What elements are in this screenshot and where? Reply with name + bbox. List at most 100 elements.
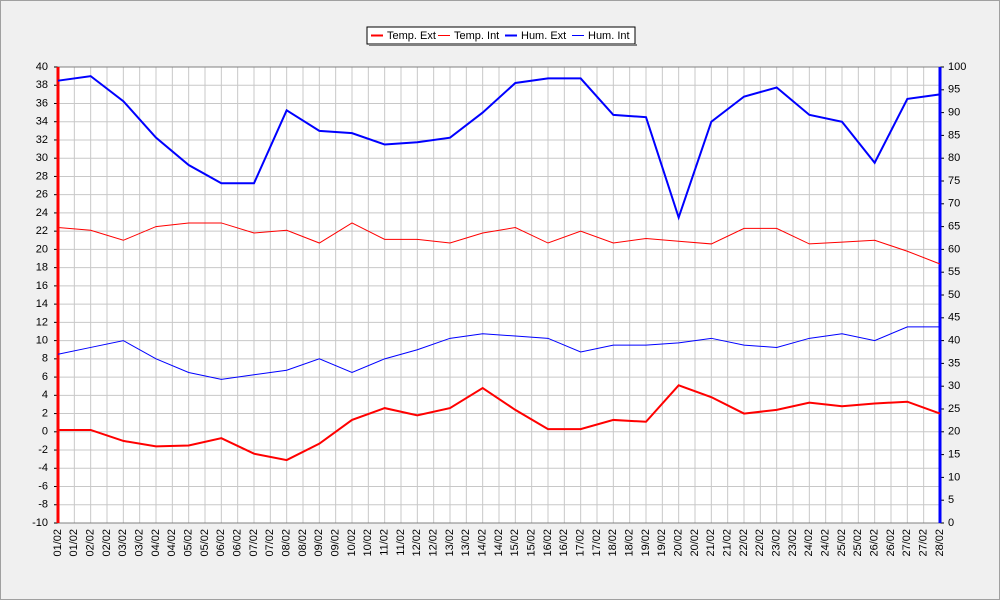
y2-tick-label: 60 [948, 243, 960, 255]
x-tick-label: 12/02 [411, 529, 423, 557]
x-tick-label: 16/02 [542, 529, 554, 557]
y2-tick-label: 95 [948, 84, 960, 96]
x-tick-label: 21/02 [722, 529, 734, 557]
y2-tick-label: 25 [948, 403, 960, 415]
x-tick-label: 23/02 [787, 529, 799, 557]
x-tick-label: 11/02 [379, 529, 391, 556]
y2-tick-label: 65 [948, 221, 960, 233]
y-tick-label: -4 [38, 462, 48, 474]
y2-tick-label: 55 [948, 266, 960, 278]
x-tick-label: 26/02 [885, 529, 897, 557]
x-tick-label: 01/02 [68, 529, 80, 557]
x-tick-label: 01/02 [52, 529, 64, 557]
y-tick-label: 32 [36, 134, 48, 146]
x-tick-label: 20/02 [689, 529, 701, 557]
x-tick-label: 26/02 [869, 529, 881, 557]
x-tick-label: 08/02 [281, 529, 293, 557]
y2-tick-label: 50 [948, 289, 960, 301]
x-tick-label: 21/02 [705, 529, 717, 557]
y-tick-label: -8 [38, 499, 48, 511]
x-tick-label: 12/02 [428, 529, 440, 557]
legend-label: Hum. Ext [521, 30, 566, 42]
x-tick-label: 13/02 [444, 529, 456, 557]
y2-tick-label: 100 [948, 61, 966, 73]
y-tick-label: 0 [42, 426, 48, 438]
x-tick-label: 22/02 [738, 529, 750, 557]
y-tick-label: 30 [36, 152, 48, 164]
y2-tick-label: 20 [948, 426, 960, 438]
x-tick-label: 24/02 [803, 529, 815, 557]
x-tick-label: 09/02 [313, 529, 325, 557]
y-tick-label: 2 [42, 407, 48, 419]
x-tick-label: 16/02 [558, 529, 570, 557]
y-tick-label: 12 [36, 316, 48, 328]
x-tick-label: 20/02 [673, 529, 685, 557]
x-tick-label: 04/02 [150, 529, 162, 557]
y-tick-label: 16 [36, 280, 48, 292]
x-tick-label: 22/02 [754, 529, 766, 557]
y2-tick-label: 80 [948, 152, 960, 164]
y2-tick-label: 5 [948, 494, 954, 506]
x-tick-label: 03/02 [134, 529, 146, 557]
x-tick-label: 06/02 [232, 529, 244, 557]
x-tick-label: 25/02 [852, 529, 864, 557]
y-tick-label: 36 [36, 97, 48, 109]
y-tick-label: 18 [36, 262, 48, 274]
x-tick-label: 19/02 [656, 529, 668, 557]
x-tick-label: 09/02 [330, 529, 342, 557]
x-tick-label: 07/02 [248, 529, 260, 557]
x-tick-label: 15/02 [526, 529, 538, 557]
y-tick-label: -2 [38, 444, 48, 456]
y2-tick-label: 15 [948, 449, 960, 461]
x-tick-label: 24/02 [820, 529, 832, 557]
series-line [57, 222, 941, 265]
y2-tick-label: 70 [948, 198, 960, 210]
x-tick-label: 14/02 [493, 529, 505, 557]
y-tick-label: 4 [42, 389, 48, 401]
x-tick-label: 23/02 [771, 529, 783, 557]
x-tick-label: 02/02 [101, 529, 113, 557]
x-tick-label: 02/02 [85, 529, 97, 557]
y-tick-label: 22 [36, 225, 48, 237]
y-tick-label: -6 [38, 480, 48, 492]
y2-tick-label: 35 [948, 357, 960, 369]
legend: Temp. Ext Temp. Int Hum. Ext Hum. Int [366, 26, 637, 46]
x-tick-label: 13/02 [460, 529, 472, 557]
x-tick-label: 07/02 [264, 529, 276, 557]
x-tick-label: 03/02 [117, 529, 129, 557]
y-tick-label: 14 [36, 298, 48, 310]
x-tick-label: 05/02 [199, 529, 211, 557]
x-tick-label: 28/02 [934, 529, 946, 557]
y2-tick-label: 45 [948, 312, 960, 324]
x-tick-label: 11/02 [395, 529, 407, 556]
x-tick-label: 17/02 [591, 529, 603, 557]
x-tick-label: 17/02 [575, 529, 587, 557]
y-tick-label: 28 [36, 170, 48, 182]
y2-tick-label: 75 [948, 175, 960, 187]
y2-tick-label: 10 [948, 471, 960, 483]
x-tick-label: 04/02 [166, 529, 178, 557]
x-tick-label: 27/02 [901, 529, 913, 557]
x-tick-label: 25/02 [836, 529, 848, 557]
y2-tick-label: 40 [948, 335, 960, 347]
series-line [58, 384, 941, 462]
x-tick-label: 15/02 [509, 529, 521, 557]
x-tick-label: 14/02 [477, 529, 489, 557]
y-tick-label: 20 [36, 243, 48, 255]
x-tick-label: 05/02 [183, 529, 195, 557]
y-tick-label: 8 [42, 353, 48, 365]
legend-label: Temp. Int [454, 30, 499, 42]
x-tick-label: 27/02 [918, 529, 930, 557]
x-tick-label: 06/02 [215, 529, 227, 557]
x-tick-label: 10/02 [346, 529, 358, 557]
y-tick-label: 6 [42, 371, 48, 383]
series-line [57, 75, 941, 221]
y-tick-label: 10 [36, 335, 48, 347]
y-tick-label: 26 [36, 189, 48, 201]
y2-tick-label: 30 [948, 380, 960, 392]
y-tick-label: 38 [36, 79, 48, 91]
x-tick-label: 10/02 [362, 529, 374, 557]
y2-tick-label: 90 [948, 107, 960, 119]
x-tick-label: 19/02 [640, 529, 652, 557]
y-tick-label: 24 [36, 207, 48, 219]
